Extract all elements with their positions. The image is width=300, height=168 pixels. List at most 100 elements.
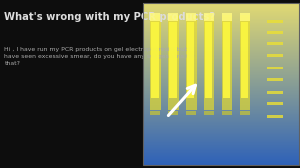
Bar: [142, 51, 298, 52]
Bar: [142, 116, 298, 117]
Bar: [186, 15, 196, 110]
Bar: [267, 102, 283, 105]
Bar: [142, 114, 298, 115]
Bar: [142, 62, 298, 63]
Bar: [223, 22, 230, 98]
Bar: [142, 155, 298, 156]
Bar: [222, 15, 232, 110]
Bar: [142, 21, 298, 22]
Bar: [142, 138, 298, 139]
Bar: [142, 133, 298, 134]
Bar: [142, 59, 298, 60]
Bar: [142, 103, 298, 104]
Bar: [142, 156, 298, 157]
Bar: [142, 113, 298, 114]
Bar: [222, 13, 232, 21]
Bar: [142, 87, 298, 88]
Bar: [142, 123, 298, 124]
Bar: [142, 43, 298, 44]
Bar: [142, 104, 298, 105]
Bar: [142, 75, 298, 76]
Bar: [142, 50, 298, 51]
Bar: [142, 55, 298, 56]
Bar: [267, 20, 283, 23]
Bar: [142, 84, 298, 85]
Bar: [142, 40, 298, 41]
Bar: [142, 14, 298, 15]
Bar: [152, 22, 159, 98]
Bar: [142, 47, 298, 48]
Bar: [142, 70, 298, 71]
Bar: [267, 42, 283, 45]
Bar: [142, 92, 298, 93]
Bar: [142, 75, 298, 76]
Bar: [186, 13, 196, 21]
Bar: [142, 44, 298, 45]
Bar: [204, 13, 214, 21]
Bar: [142, 31, 298, 32]
Bar: [142, 124, 298, 125]
Bar: [142, 12, 298, 13]
Bar: [142, 23, 298, 24]
Bar: [142, 7, 298, 8]
Bar: [142, 98, 298, 99]
Bar: [142, 107, 298, 108]
Bar: [142, 49, 298, 50]
Bar: [142, 6, 298, 7]
Bar: [142, 123, 298, 124]
Bar: [142, 143, 298, 144]
Bar: [142, 94, 298, 95]
Bar: [142, 5, 298, 6]
Bar: [142, 131, 298, 132]
Bar: [142, 141, 298, 142]
Bar: [142, 22, 298, 23]
Bar: [142, 161, 298, 162]
Bar: [142, 94, 298, 95]
Bar: [142, 47, 298, 48]
Bar: [142, 87, 298, 88]
Bar: [142, 73, 298, 74]
Bar: [142, 46, 298, 47]
Bar: [142, 55, 298, 56]
Bar: [142, 37, 298, 38]
Bar: [142, 130, 298, 131]
Bar: [142, 67, 298, 68]
Bar: [142, 13, 298, 14]
Bar: [142, 157, 298, 158]
Bar: [222, 111, 232, 115]
Bar: [142, 139, 298, 140]
Bar: [142, 90, 298, 91]
Bar: [142, 105, 298, 106]
Bar: [142, 6, 298, 7]
Bar: [142, 119, 298, 120]
Bar: [142, 3, 298, 165]
Bar: [142, 146, 298, 147]
Bar: [142, 136, 298, 137]
Bar: [142, 53, 298, 54]
Bar: [142, 57, 298, 58]
Bar: [142, 150, 298, 151]
Bar: [142, 129, 298, 130]
Bar: [142, 147, 298, 148]
Bar: [169, 22, 176, 98]
Bar: [142, 80, 298, 81]
Bar: [142, 68, 298, 69]
Bar: [142, 103, 298, 104]
Bar: [142, 78, 298, 79]
Bar: [142, 65, 298, 66]
Bar: [142, 60, 298, 61]
Bar: [142, 124, 298, 125]
Bar: [142, 10, 298, 11]
Bar: [142, 107, 298, 108]
Bar: [142, 15, 298, 16]
Bar: [150, 13, 160, 21]
Bar: [142, 143, 298, 144]
Bar: [142, 46, 298, 47]
Bar: [142, 85, 298, 86]
Bar: [142, 164, 298, 165]
Bar: [142, 135, 298, 136]
Bar: [142, 128, 298, 129]
Bar: [142, 112, 298, 113]
Bar: [142, 88, 298, 89]
Bar: [142, 42, 298, 43]
